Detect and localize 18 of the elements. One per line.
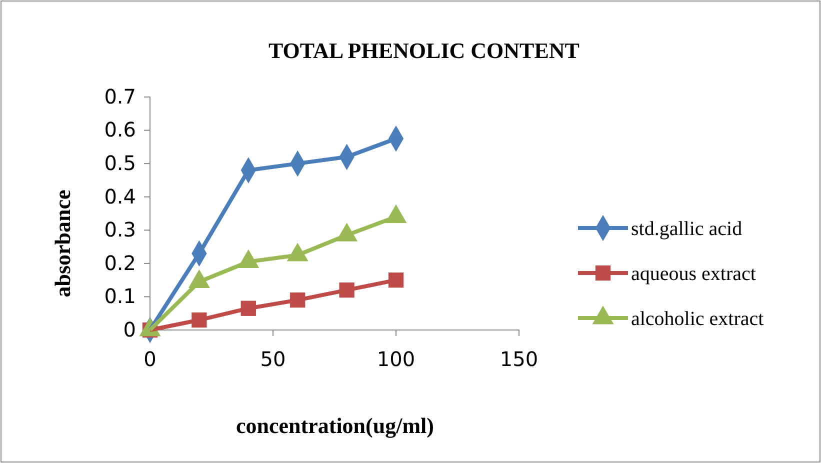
y-tick-label: 0.4: [104, 184, 136, 208]
legend-label: std.gallic acid: [631, 218, 742, 240]
chart-title: TOTAL PHENOLIC CONTENT: [268, 38, 580, 63]
x-tick-label: 50: [260, 347, 286, 372]
y-tick-label: 0.3: [104, 218, 136, 242]
x-tick-label: 0: [144, 347, 156, 372]
x-tick-label: 150: [500, 347, 538, 372]
legend-label: alcoholic extract: [631, 308, 764, 330]
y-tick-label: 0.1: [104, 284, 136, 308]
y-axis-title: absorbance: [50, 189, 75, 298]
y-tick-label: 0.5: [104, 150, 136, 175]
x-tick-label: 100: [376, 347, 416, 372]
y-tick-label: 0.6: [104, 118, 136, 142]
legend-label: aqueous extract: [631, 263, 756, 285]
y-tick-label: 0: [123, 317, 136, 342]
y-tick-label: 0.7: [104, 84, 136, 108]
x-axis-title: concentration(ug/ml): [236, 413, 434, 438]
y-tick-label: 0.2: [104, 250, 136, 275]
